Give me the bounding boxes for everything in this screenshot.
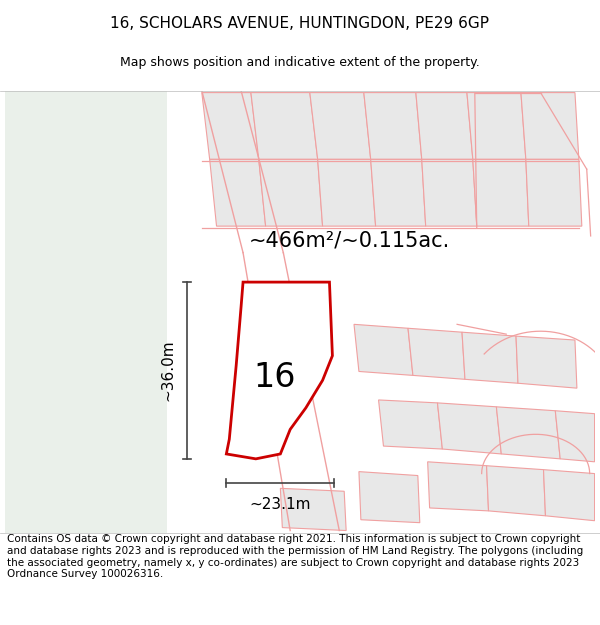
Text: ~36.0m: ~36.0m [160,339,175,401]
Polygon shape [359,472,420,522]
Polygon shape [526,159,582,226]
Text: Map shows position and indicative extent of the property.: Map shows position and indicative extent… [120,56,480,69]
Polygon shape [259,159,323,226]
Text: ~23.1m: ~23.1m [250,497,311,512]
Polygon shape [310,92,371,159]
Text: ~466m²/~0.115ac.: ~466m²/~0.115ac. [249,231,450,251]
Text: Contains OS data © Crown copyright and database right 2021. This information is : Contains OS data © Crown copyright and d… [7,534,583,579]
Polygon shape [408,328,465,379]
Polygon shape [226,282,332,459]
Polygon shape [462,332,518,383]
Polygon shape [556,411,595,462]
Polygon shape [467,92,526,159]
Polygon shape [416,92,473,159]
Polygon shape [280,488,346,531]
Polygon shape [251,92,317,159]
Polygon shape [428,462,488,511]
Polygon shape [379,400,442,449]
Text: 16, SCHOLARS AVENUE, HUNTINGDON, PE29 6GP: 16, SCHOLARS AVENUE, HUNTINGDON, PE29 6G… [110,16,490,31]
Polygon shape [473,159,529,226]
Polygon shape [209,159,266,226]
Text: 16: 16 [253,361,296,394]
Polygon shape [202,92,259,159]
Polygon shape [354,324,413,376]
Polygon shape [422,159,477,226]
Polygon shape [521,92,579,159]
Polygon shape [516,336,577,388]
Polygon shape [364,92,422,159]
Polygon shape [317,159,376,226]
Bar [5,91,167,532]
Polygon shape [544,469,595,521]
Polygon shape [437,403,501,454]
Polygon shape [496,407,560,459]
Polygon shape [487,466,545,516]
Bar [167,91,595,532]
Polygon shape [371,159,425,226]
